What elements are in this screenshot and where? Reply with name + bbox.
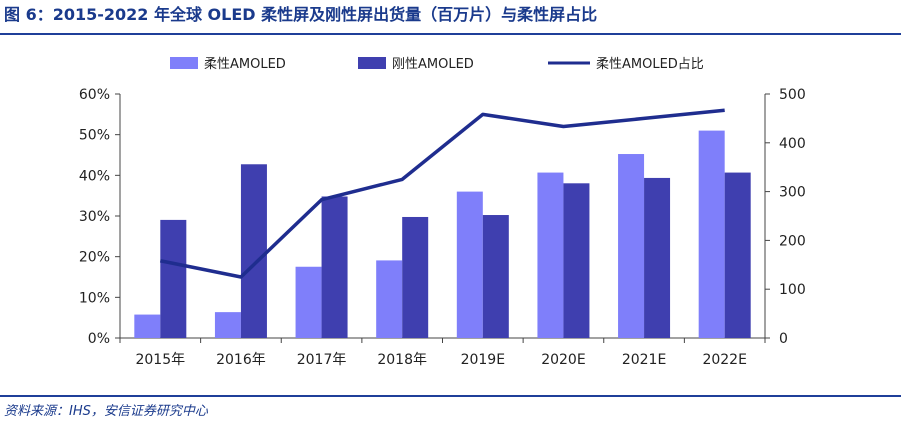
bar-rigid-3: [402, 216, 429, 338]
y-right-tick-label-5: 500: [779, 87, 806, 103]
chart: 柔性AMOLED 刚性AMOLED 柔性AMOLED占比 2015年 2016年 2…: [79, 57, 806, 368]
y-right-tick-label-4: 400: [779, 136, 806, 152]
x-tick-label-7: 2022E: [702, 352, 746, 368]
bar-flexible-6: [618, 154, 645, 338]
bar-flexible-5: [537, 172, 564, 338]
legend-label-flexible: 柔性AMOLED: [204, 57, 286, 72]
bar-rigid-5: [563, 183, 590, 338]
legend-swatch-rigid: [358, 57, 386, 69]
y-left-tick-label-3: 30%: [79, 209, 110, 225]
figure-title: 图 6：2015-2022 年全球 OLED 柔性屏及刚性屏出货量（百万片）与柔…: [4, 5, 598, 24]
legend: 柔性AMOLED 刚性AMOLED 柔性AMOLED占比: [170, 57, 704, 72]
bar-rigid-1: [240, 164, 267, 338]
legend-label-share: 柔性AMOLED占比: [596, 57, 704, 72]
source-rule: [0, 395, 901, 397]
axis-ticks: 2015年 2016年 2017年 2018年 2019E 2020E 2021E 2022E…: [79, 87, 806, 368]
x-tick-label-6: 2021E: [622, 352, 666, 368]
bar-rigid-2: [321, 196, 348, 338]
y-right-tick-label-2: 200: [779, 233, 806, 249]
x-tick-label-5: 2020E: [541, 352, 585, 368]
bar-flexible-3: [376, 260, 403, 338]
share-line-layer: [159, 108, 725, 279]
bar-flexible-7: [698, 130, 725, 338]
bar-rigid-6: [644, 177, 671, 338]
y-left-tick-label-6: 60%: [79, 87, 110, 103]
bar-rigid-0: [160, 219, 187, 338]
y-right-tick-label-3: 300: [779, 185, 806, 201]
bar-rigid-4: [482, 215, 509, 338]
source-note: 资料来源：IHS，安信证券研究中心: [4, 404, 208, 419]
y-left-tick-label-1: 10%: [79, 290, 110, 306]
x-tick-label-3: 2018年: [377, 352, 427, 368]
share-line: [159, 108, 725, 279]
bar-rigid-7: [724, 172, 751, 338]
bar-flexible-4: [456, 191, 483, 338]
bar-flexible-1: [214, 312, 241, 338]
bars: [134, 130, 751, 338]
x-tick-label-4: 2019E: [461, 352, 505, 368]
y-left-tick-label-5: 50%: [79, 128, 110, 144]
x-tick-label-0: 2015年: [135, 352, 185, 368]
y-left-tick-label-2: 20%: [79, 250, 110, 266]
title-rule: [0, 33, 901, 35]
x-tick-label-1: 2016年: [216, 352, 266, 368]
y-left-tick-label-0: 0%: [88, 331, 110, 347]
x-tick-label-2: 2017年: [297, 352, 347, 368]
legend-label-rigid: 刚性AMOLED: [392, 57, 474, 72]
bar-flexible-2: [295, 266, 322, 338]
y-right-tick-label-1: 100: [779, 282, 806, 298]
y-left-tick-label-4: 40%: [79, 168, 110, 184]
bar-flexible-0: [134, 314, 161, 338]
legend-swatch-flexible: [170, 57, 198, 69]
y-right-tick-label-0: 0: [779, 331, 788, 347]
